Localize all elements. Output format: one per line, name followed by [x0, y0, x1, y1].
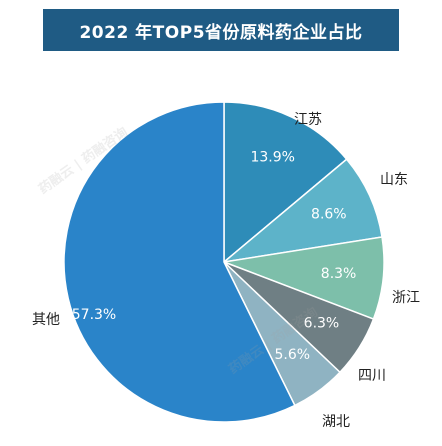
slice-value-label: 5.6% [275, 347, 311, 363]
pie-slice-6 [63, 101, 296, 423]
slice-category-label: 四川 [358, 368, 386, 384]
slice-value-label: 8.6% [311, 206, 347, 222]
slice-value-label: 57.3% [72, 307, 116, 323]
pie-slice-2 [221, 158, 383, 264]
slice-category-label: 浙江 [392, 290, 420, 306]
slice-category-label: 山东 [380, 172, 408, 188]
slice-value-label: 13.9% [250, 150, 294, 166]
slice-value-label: 6.3% [304, 315, 340, 331]
slice-category-label: 其他 [32, 312, 60, 328]
slice-category-label: 江苏 [294, 112, 322, 128]
slice-category-label: 湖北 [322, 414, 350, 430]
pie-slice-1 [223, 101, 348, 264]
chart-title: 2022 年TOP5省份原料药企业占比 [43, 9, 399, 51]
slice-value-label: 8.3% [321, 266, 357, 282]
